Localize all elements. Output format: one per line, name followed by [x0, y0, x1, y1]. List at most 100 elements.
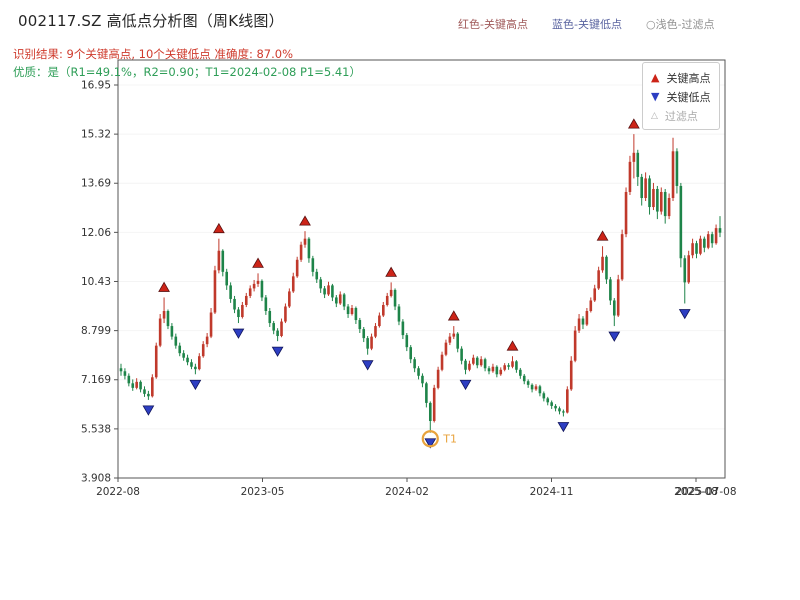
y-tick-label: 5.538: [81, 423, 111, 435]
candle-body: [432, 387, 436, 421]
candle-body: [597, 270, 600, 289]
candle-body: [542, 393, 546, 399]
candle-body: [182, 353, 185, 358]
candle-body: [331, 285, 334, 298]
candle-body: [577, 318, 581, 331]
candle-body: [252, 283, 256, 289]
candle-body: [413, 359, 416, 369]
candle-body: [244, 295, 248, 305]
x-tick-label: 2024-11: [530, 486, 574, 498]
candle-body: [648, 178, 651, 208]
legend-key-low-text: 蓝色-关键低点: [551, 18, 622, 31]
candle-body: [428, 402, 432, 421]
candle-body: [362, 329, 366, 339]
candle-body: [585, 311, 589, 325]
candle-body: [237, 309, 240, 318]
candle-body: [472, 357, 475, 364]
y-tick-label: 3.908: [81, 473, 111, 485]
key-high-marker: [506, 340, 519, 351]
candle-body: [538, 386, 542, 394]
candle-body: [562, 411, 565, 413]
candle-body: [440, 354, 444, 370]
legend-key-high-text: 红色-关键高点: [458, 18, 528, 31]
candle-body: [260, 280, 264, 298]
page-title: 002117.SZ 高低点分析图（周K线图）: [18, 12, 284, 30]
x-last-date-label: 2025-07-08: [675, 486, 736, 498]
t1-circle: [421, 430, 439, 448]
candle-body: [366, 338, 369, 349]
candle-body: [307, 238, 311, 259]
candle-body: [303, 238, 307, 245]
candle-body: [589, 300, 593, 312]
candle-body: [675, 151, 679, 186]
candle-body: [534, 386, 538, 390]
y-tick-label: 7.169: [81, 374, 111, 386]
candle-body: [636, 152, 640, 177]
y-tick-label: 8.799: [81, 325, 111, 337]
candle-body: [632, 152, 636, 162]
candle-body: [135, 381, 138, 388]
candle-body: [448, 336, 452, 343]
candle-body: [468, 363, 471, 370]
candle-body: [299, 244, 303, 260]
candle-body: [659, 191, 663, 212]
candle-body: [436, 369, 440, 388]
candle-body: [295, 259, 299, 277]
candle-body: [519, 369, 522, 376]
candle-body: [601, 256, 604, 271]
candle-body: [147, 393, 150, 397]
candle-body: [166, 311, 170, 327]
candle-body: [483, 359, 487, 369]
candle-body: [624, 191, 628, 235]
candle-body: [178, 345, 182, 354]
candle-body: [350, 307, 354, 315]
candle-body: [612, 300, 616, 316]
candle-body: [354, 307, 358, 321]
candle-body: [718, 228, 722, 233]
candle-body: [284, 306, 287, 322]
key-high-marker: [158, 281, 170, 292]
legend-filter-label: 过滤点: [664, 109, 698, 123]
candle-body: [507, 365, 510, 367]
candle-body: [143, 389, 146, 394]
candle-body: [382, 304, 385, 316]
candle-body: [170, 326, 174, 337]
filter-triangle-icon: △: [651, 110, 658, 121]
candle-body: [385, 295, 389, 305]
candle-body: [123, 371, 127, 376]
candle-body: [346, 306, 350, 315]
candle-body: [530, 384, 534, 390]
candle-body: [425, 383, 428, 403]
legend-row-key-high: ▲ 关键高点: [651, 68, 710, 87]
candle-body: [609, 279, 612, 301]
candle-body: [421, 375, 424, 384]
candle-body: [456, 333, 459, 349]
legend-key-low-label: 关键低点: [666, 90, 711, 104]
candle-body: [710, 234, 714, 244]
candle-body: [139, 381, 142, 390]
candle-body: [511, 361, 514, 367]
candle-body: [667, 198, 671, 217]
candle-body: [268, 311, 272, 324]
candle-body: [495, 366, 499, 375]
candle-body: [209, 312, 213, 337]
candle-body: [131, 383, 135, 388]
candle-body: [616, 279, 620, 316]
legend-filter-text: ○浅色-过滤点: [645, 18, 715, 31]
candle-body: [205, 336, 209, 345]
candle-body: [221, 250, 225, 272]
candle-body: [573, 330, 577, 361]
candle-body: [444, 342, 448, 355]
x-tick-label: 2022-08: [96, 486, 140, 498]
candle-body: [417, 368, 420, 376]
candle-body: [323, 288, 326, 295]
candle-body: [393, 289, 397, 307]
y-tick-label: 12.06: [81, 227, 111, 239]
candle-body: [671, 151, 675, 199]
key-low-marker: [608, 331, 621, 342]
candle-body: [558, 408, 561, 412]
candle-body: [264, 297, 268, 312]
candle-body: [714, 228, 718, 244]
candle-body: [127, 375, 131, 384]
